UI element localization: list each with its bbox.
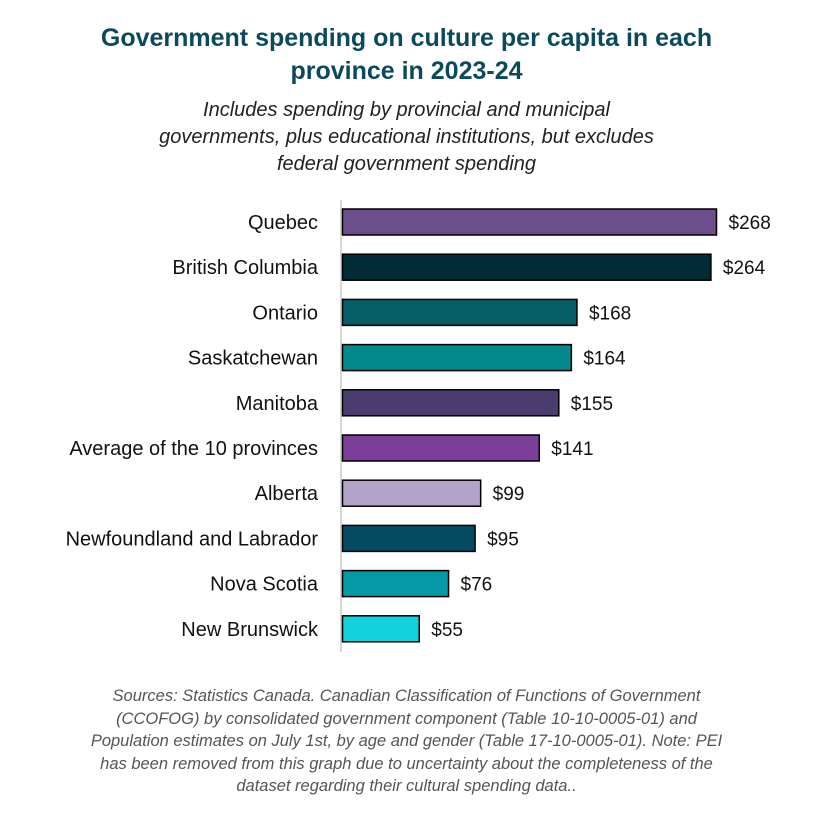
value-label: $155 — [571, 394, 613, 415]
category-label: Newfoundland and Labrador — [66, 528, 319, 550]
bar — [341, 389, 560, 417]
bar — [341, 524, 476, 553]
category-label: New Brunswick — [181, 619, 319, 641]
value-label: $99 — [493, 484, 525, 505]
source-note-line: dataset regarding their cultural spendin… — [236, 777, 577, 795]
bar — [341, 343, 573, 372]
category-label: Alberta — [255, 483, 319, 505]
bar — [341, 434, 541, 462]
chart-title: Government spending on culture per capit… — [0, 22, 813, 88]
category-label: Average of the 10 provinces — [69, 438, 318, 460]
chart-subtitle: Includes spending by provincial and muni… — [0, 97, 813, 178]
category-label: Quebec — [248, 212, 318, 234]
bar-chart: Quebec $268 British Columbia $264 Ontario $16… — [66, 200, 771, 652]
value-label: $76 — [461, 575, 493, 596]
value-label: $264 — [723, 258, 766, 279]
source-notes: Sources: Statistics Canada. Canadian Cla… — [40, 685, 773, 798]
chart-subtitle-line: Includes spending by provincial and muni… — [203, 99, 610, 121]
category-label: British Columbia — [172, 257, 318, 279]
value-label: $95 — [487, 529, 519, 550]
bar — [341, 569, 450, 598]
value-label: $141 — [551, 439, 593, 460]
category-label: Ontario — [252, 302, 318, 324]
value-label: $164 — [583, 349, 626, 370]
value-label: $168 — [589, 303, 631, 324]
value-label: $55 — [431, 620, 463, 641]
chart-title-line: Government spending on culture per capit… — [100, 24, 713, 52]
chart-title-line: province in 2023-24 — [290, 57, 523, 85]
bar — [341, 479, 482, 507]
source-note-line: has been removed from this graph due to … — [100, 754, 713, 773]
source-note-line: (CCOFOG) by consolidated government comp… — [116, 709, 697, 728]
category-label: Nova Scotia — [210, 574, 319, 596]
value-label: $268 — [729, 213, 771, 234]
chart-subtitle-line: federal government spending — [276, 153, 537, 175]
bar — [341, 298, 578, 327]
category-label: Manitoba — [236, 393, 319, 415]
chart-subtitle-line: governments, plus educational institutio… — [159, 126, 654, 148]
source-note-line: Sources: Statistics Canada. Canadian Cla… — [112, 687, 701, 705]
category-label: Saskatchewan — [188, 348, 318, 370]
source-note-line: Population estimates on July 1st, by age… — [90, 732, 723, 750]
bar — [341, 253, 712, 281]
bar — [341, 615, 421, 643]
bar — [341, 208, 718, 236]
